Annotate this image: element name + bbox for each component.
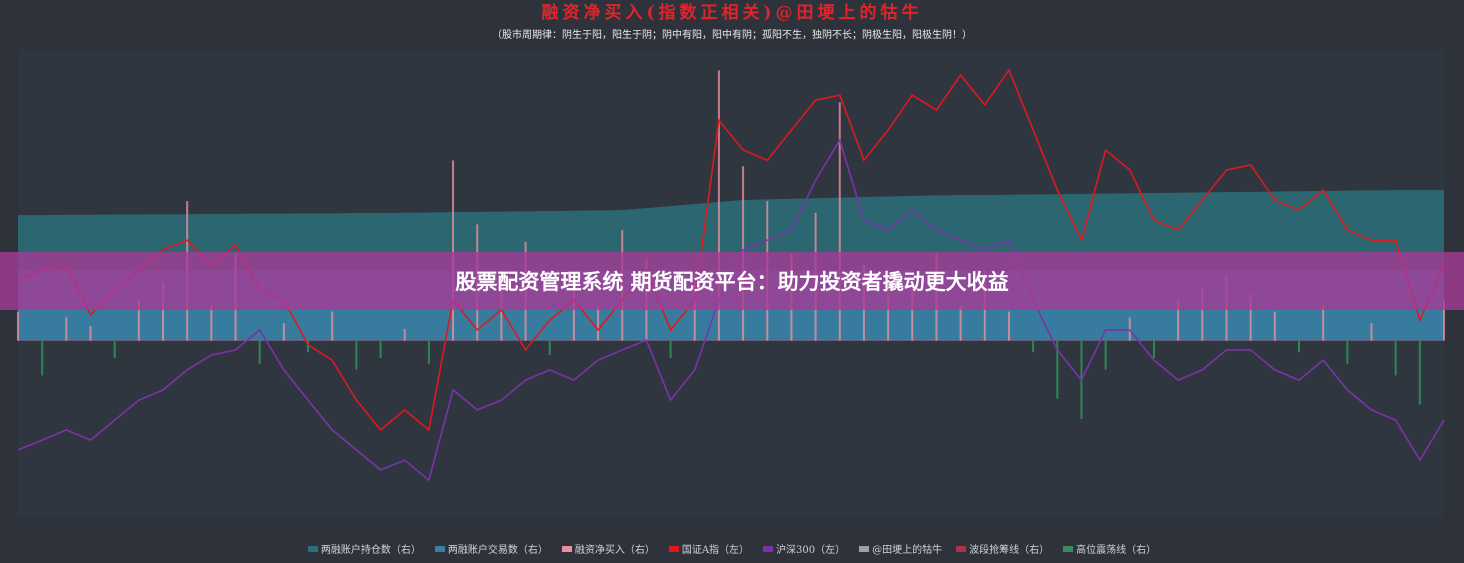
bar <box>41 340 44 376</box>
bar <box>210 305 213 341</box>
bar <box>548 340 551 356</box>
bar <box>1322 305 1325 341</box>
legend-label: 两融账户持仓数（右） <box>320 545 421 556</box>
chart-subtitle: （股市周期律：阴生于阳，阳生于阴；阴中有阳，阳中有阴；孤阳不生，独阴不长；阴极生… <box>492 28 972 41</box>
legend-item[interactable]: 国证A指（左） <box>668 541 750 556</box>
legend-swatch <box>434 545 445 552</box>
bar <box>1152 340 1155 359</box>
legend-item[interactable]: 高位震荡线（右） <box>1063 541 1156 556</box>
legend-item[interactable]: 两融账户交易数（右） <box>434 541 548 556</box>
legend-swatch <box>561 545 572 552</box>
legend-swatch <box>307 545 318 552</box>
bar <box>597 305 600 341</box>
bar <box>1201 288 1204 341</box>
legend-label: @田埂上的牯牛 <box>872 545 943 556</box>
bar <box>1056 340 1059 399</box>
legend-item[interactable]: 两融账户持仓数（右） <box>307 541 421 556</box>
legend-label: 融资净买入（右） <box>574 545 655 556</box>
bar <box>1394 340 1397 376</box>
bar <box>113 340 116 359</box>
bar <box>1032 340 1035 353</box>
bar <box>572 288 575 341</box>
legend: 两融账户持仓数（右） 两融账户交易数（右） 融资净买入（右） 国证A指（左） 沪深300… <box>0 541 1464 556</box>
bar <box>1443 299 1445 341</box>
bar <box>452 160 455 341</box>
bar <box>911 288 914 341</box>
bar <box>17 311 19 341</box>
banner-text: 股票配资管理系统 期货配资平台：助力投资者撬动更大收益 <box>455 270 1009 294</box>
legend-label: 波段抢筹线（右） <box>969 545 1050 556</box>
bar <box>307 340 310 353</box>
legend-swatch <box>1063 545 1074 552</box>
bar <box>1273 311 1276 341</box>
legend-swatch <box>859 545 870 552</box>
bar <box>282 323 285 341</box>
legend-swatch <box>956 545 967 552</box>
banner: 股票配资管理系统 期货配资平台：助力投资者撬动更大收益 <box>0 252 1464 310</box>
bar <box>89 326 92 341</box>
bar <box>379 340 382 359</box>
bar <box>427 340 430 364</box>
legend-item[interactable]: @田埂上的牯牛 <box>859 541 942 556</box>
bar <box>162 282 165 341</box>
chart-title: 融资净买入(指数正相关)@田埂上的牯牛 <box>541 2 922 23</box>
legend-label: 高位震荡线（右） <box>1076 545 1157 556</box>
legend-label: 国证A指（左） <box>681 545 750 556</box>
bar <box>1177 299 1180 341</box>
bar <box>693 282 696 341</box>
bar <box>1297 340 1300 353</box>
bar <box>1128 317 1131 341</box>
bar <box>717 70 720 341</box>
bar <box>1007 311 1010 341</box>
legend-swatch <box>668 545 679 552</box>
legend-label: 沪深300（左） <box>776 545 846 556</box>
bar <box>669 340 672 359</box>
bar <box>137 299 140 341</box>
bar <box>355 340 358 370</box>
bar <box>959 305 962 341</box>
bar <box>331 311 334 341</box>
legend-item[interactable]: 波段抢筹线（右） <box>956 541 1049 556</box>
bar <box>1370 323 1373 341</box>
bar <box>1104 340 1107 370</box>
bar <box>403 329 406 341</box>
bar <box>1346 340 1349 364</box>
bar <box>258 340 261 364</box>
bar <box>65 317 68 341</box>
bar <box>1249 294 1252 341</box>
bar <box>838 102 841 341</box>
legend-swatch <box>763 545 774 552</box>
legend-item[interactable]: 沪深300（左） <box>763 541 845 556</box>
legend-item[interactable]: 融资净买入（右） <box>561 541 655 556</box>
legend-label: 两融账户交易数（右） <box>447 545 548 556</box>
bar <box>1418 340 1421 405</box>
